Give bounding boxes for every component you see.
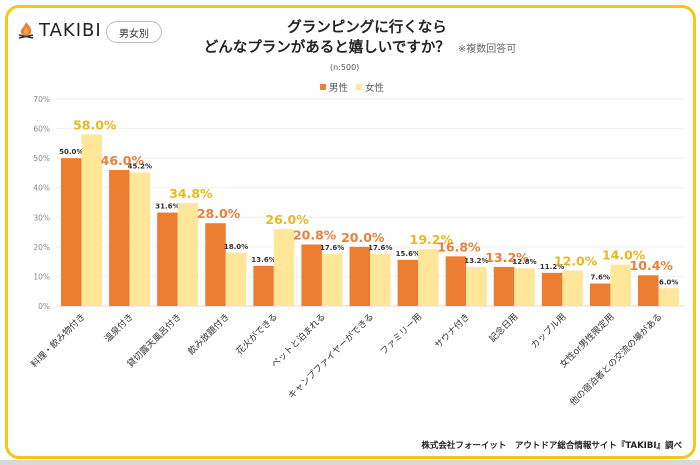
bar-female bbox=[273, 229, 295, 306]
data-label-female: 17.6% bbox=[368, 244, 392, 252]
data-label-male: 15.6% bbox=[396, 250, 420, 258]
bar-male bbox=[638, 275, 659, 306]
data-label-female: 12.0% bbox=[554, 254, 598, 269]
y-tick-label: 20% bbox=[33, 243, 50, 252]
bar-female bbox=[81, 134, 102, 306]
x-tick-label: 料理・飲み物付き bbox=[28, 311, 87, 370]
bar-male bbox=[301, 244, 322, 306]
data-label-male: 20.8% bbox=[293, 227, 337, 242]
x-tick-label: 記念日用 bbox=[486, 311, 520, 345]
bar-male bbox=[541, 272, 563, 306]
data-label-female: 13.2% bbox=[464, 257, 488, 265]
data-label-male: 46.0% bbox=[101, 153, 145, 168]
multiple-answer-note: ※複数回答可 bbox=[457, 44, 517, 55]
data-label-female: 26.0% bbox=[265, 212, 309, 227]
bar-male bbox=[109, 169, 130, 306]
data-label-male: 13.2% bbox=[485, 250, 529, 265]
bar-male bbox=[349, 246, 370, 306]
bar-female bbox=[466, 266, 487, 306]
campfire-icon bbox=[18, 21, 34, 39]
bar-male bbox=[157, 212, 178, 306]
bar-female bbox=[225, 252, 247, 306]
legend-swatch-male bbox=[320, 84, 326, 90]
data-label-female: 19.2% bbox=[410, 232, 454, 247]
y-tick-label: 70% bbox=[33, 95, 50, 104]
source-credit: 株式会社フォーイット アウトドア総合情報サイト『TAKIBI』調べ bbox=[421, 441, 682, 451]
data-label-female: 18.0% bbox=[224, 243, 248, 251]
data-label-male: 11.2% bbox=[540, 263, 564, 271]
bar-female bbox=[177, 203, 199, 306]
bar-male bbox=[253, 265, 274, 306]
bar-male bbox=[493, 266, 515, 306]
x-tick-label: ファミリー用 bbox=[378, 311, 424, 357]
brand-name: TAKIBI bbox=[39, 20, 102, 41]
data-label-female: 6.0% bbox=[659, 278, 678, 286]
bar-male bbox=[61, 158, 82, 306]
data-label-male: 10.4% bbox=[630, 258, 674, 273]
data-label-male: 16.8% bbox=[437, 239, 481, 254]
y-tick-label: 10% bbox=[33, 272, 50, 281]
y-tick-label: 50% bbox=[33, 154, 50, 163]
data-label-female: 45.2% bbox=[128, 162, 152, 170]
bar-male bbox=[445, 256, 467, 306]
bar-female bbox=[562, 270, 583, 306]
bar-female bbox=[418, 249, 439, 306]
title-line-2: どんなプランがあると嬉しいですか？ bbox=[203, 40, 450, 56]
y-tick-label: 0% bbox=[38, 302, 50, 311]
data-label-female: 17.6% bbox=[320, 244, 344, 252]
y-tick-label: 40% bbox=[33, 184, 50, 193]
bar-male bbox=[205, 223, 226, 306]
legend: 男性 女性 bbox=[320, 80, 384, 94]
x-tick-label: 他の宿泊者との交流の場がある bbox=[567, 311, 665, 409]
bar-female bbox=[321, 253, 343, 306]
data-label-male: 28.0% bbox=[197, 206, 241, 221]
bar-male bbox=[589, 283, 611, 306]
bar-female bbox=[370, 253, 391, 306]
bar-female bbox=[129, 172, 151, 306]
x-tick-label: 飲み放題付き bbox=[185, 311, 232, 358]
brand-logo: TAKIBI bbox=[17, 20, 102, 41]
data-label-male: 31.6% bbox=[155, 203, 179, 211]
x-tick-label: サウナ付き bbox=[433, 311, 473, 351]
bar-male bbox=[397, 259, 419, 306]
legend-label-male: 男性 bbox=[329, 83, 349, 94]
y-tick-label: 60% bbox=[33, 125, 50, 134]
data-label-female: 58.0% bbox=[73, 117, 117, 132]
legend-swatch-female bbox=[356, 84, 363, 90]
sample-size: (n:500) bbox=[330, 63, 360, 72]
data-label-male: 13.6% bbox=[251, 256, 275, 264]
data-label-female: 14.0% bbox=[602, 248, 646, 263]
legend-female: 女性 bbox=[356, 80, 384, 94]
data-label-male: 50.0% bbox=[59, 148, 83, 156]
bar-female bbox=[514, 268, 535, 306]
bar-female bbox=[658, 288, 679, 306]
data-label-female: 12.8% bbox=[512, 258, 536, 266]
y-tick-label: 30% bbox=[33, 213, 50, 222]
x-tick-label: キャンプファイヤーができる bbox=[285, 311, 376, 402]
data-label-male: 7.6% bbox=[590, 274, 609, 282]
bottom-shade bbox=[0, 460, 700, 465]
x-tick-label: 花火ができる bbox=[233, 311, 280, 358]
chart-title: グランピングに行くなら どんなプランがあると嬉しいですか？ ※複数回答可 bbox=[0, 18, 700, 60]
legend-label-female: 女性 bbox=[365, 83, 385, 94]
title-line-1: グランピングに行くなら bbox=[287, 20, 447, 36]
x-tick-label: カップル用 bbox=[529, 311, 569, 351]
gender-tag: 男女別 bbox=[106, 21, 162, 43]
bar-female bbox=[610, 264, 631, 306]
data-label-female: 34.8% bbox=[169, 186, 213, 201]
legend-male: 男性 bbox=[320, 80, 348, 94]
x-tick-label: 温泉付き bbox=[102, 311, 136, 345]
data-label-male: 20.0% bbox=[341, 230, 385, 245]
